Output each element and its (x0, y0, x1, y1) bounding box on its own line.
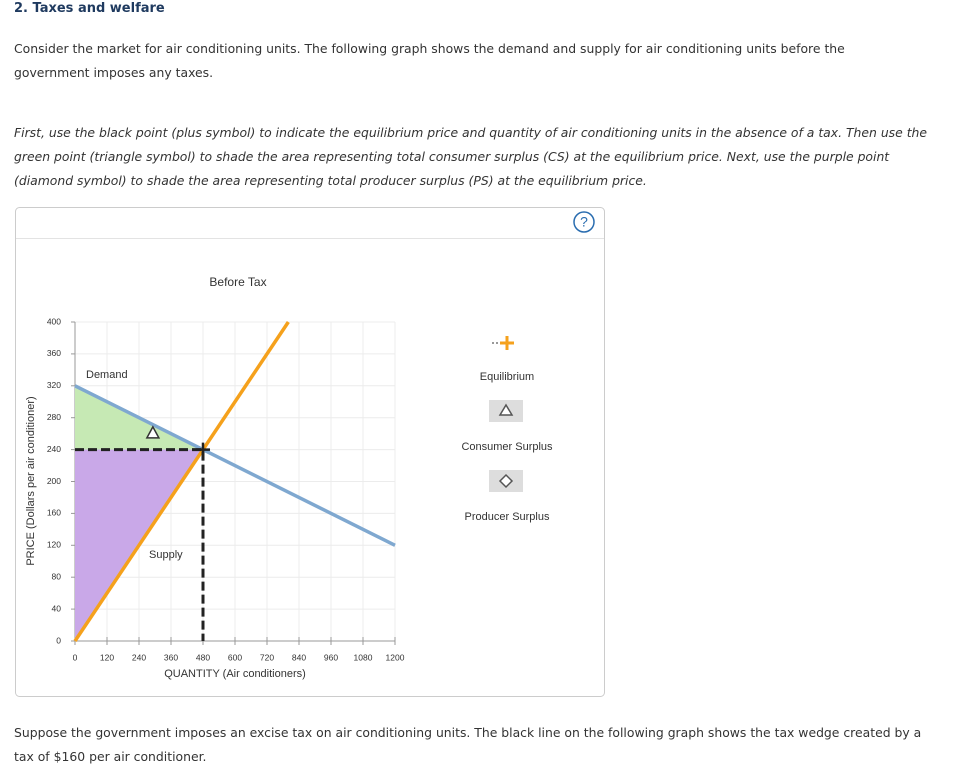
y-tick-label: 200 (47, 476, 61, 486)
palette-label: Equilibrium (480, 371, 534, 383)
y-axis-label: PRICE (Dollars per air conditioner) (25, 396, 37, 565)
outro-text: Suppose the government imposes an excise… (14, 725, 922, 764)
cs-marker (145, 425, 161, 439)
y-tick-label: 0 (56, 635, 61, 645)
x-tick-label: 840 (292, 652, 306, 662)
x-tick-label: 240 (132, 652, 146, 662)
x-tick-label: 1200 (386, 652, 405, 662)
x-tick-label: 600 (228, 652, 242, 662)
y-tick-label: 280 (47, 412, 61, 422)
instructions-text: First, use the black point (plus symbol)… (14, 125, 928, 188)
intro-text: Consider the market for air conditioning… (14, 41, 845, 80)
eq-tool-icon[interactable] (492, 336, 514, 350)
curve (74, 384, 396, 547)
palette-label: Consumer Surplus (461, 441, 553, 453)
ps-tool-icon[interactable] (498, 473, 514, 489)
section-title: 2. Taxes and welfare (14, 1, 165, 16)
help-button[interactable] (573, 211, 595, 233)
equilibrium-point (196, 442, 210, 457)
y-tick-label: 320 (47, 380, 61, 390)
curve-label: Supply (149, 549, 183, 561)
y-tick-label: 400 (47, 316, 61, 326)
graph-frame (15, 207, 605, 697)
y-tick-label: 160 (47, 508, 61, 518)
y-tick-label: 40 (52, 603, 62, 613)
chart-title: Before Tax (209, 275, 266, 289)
y-tick-label: 240 (47, 444, 61, 454)
x-axis-label: QUANTITY (Air conditioners) (164, 668, 306, 680)
x-tick-label: 0 (73, 652, 78, 662)
palette-label: Producer Surplus (465, 511, 550, 523)
y-tick-label: 120 (47, 540, 61, 550)
guide-line (75, 448, 205, 641)
cs-tool-icon[interactable] (498, 403, 514, 416)
curve-label: Demand (86, 369, 128, 381)
x-tick-label: 480 (196, 652, 210, 662)
x-tick-label: 360 (164, 652, 178, 662)
x-tick-label: 960 (324, 652, 338, 662)
y-tick-label: 360 (47, 348, 61, 358)
curve (73, 321, 290, 642)
x-tick-label: 120 (100, 652, 114, 662)
x-tick-label: 1080 (354, 652, 373, 662)
help-label[interactable]: ? (580, 214, 588, 230)
y-tick-label: 80 (52, 571, 62, 581)
x-tick-label: 720 (260, 652, 274, 662)
